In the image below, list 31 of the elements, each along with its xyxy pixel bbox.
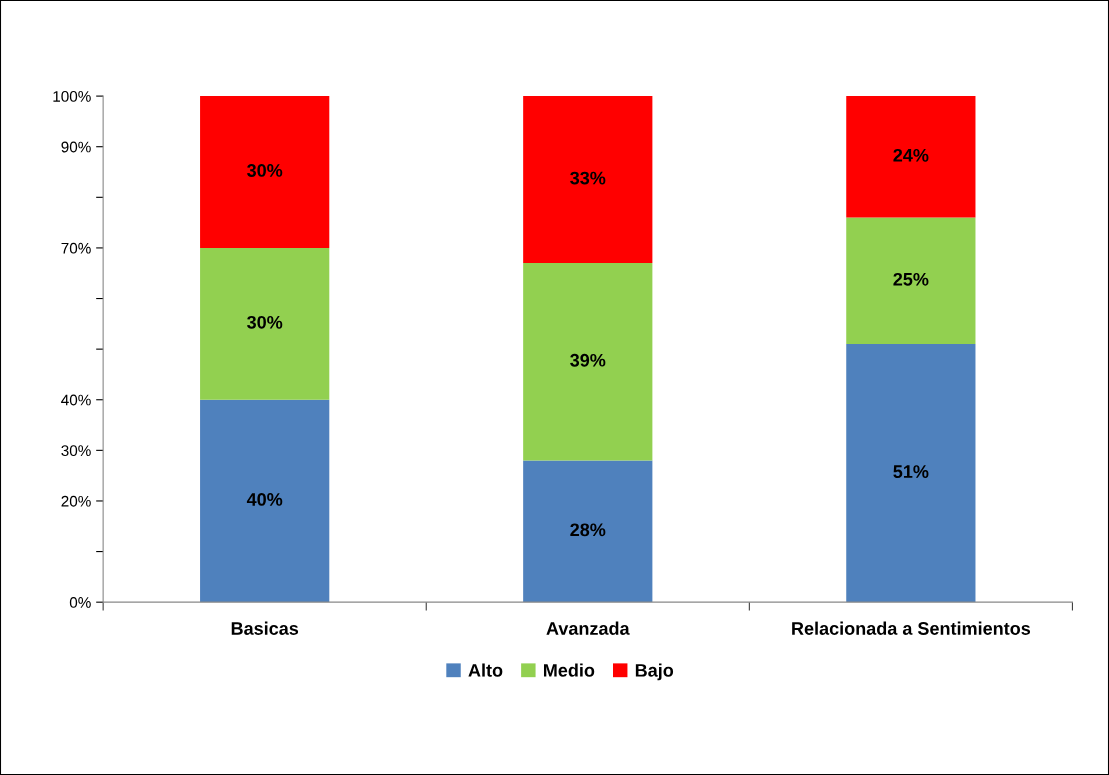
x-tick-label: Basicas: [231, 621, 299, 635]
y-tick-label: 30%: [61, 445, 91, 457]
bar: [523, 263, 653, 461]
legend-label: Alto: [468, 663, 503, 677]
text: 40%: [246, 493, 283, 506]
legend-label: Medio: [544, 663, 595, 677]
bar: [200, 399, 330, 603]
text: 24%: [893, 148, 929, 162]
bar: [523, 96, 653, 264]
text: 25%: [893, 272, 929, 286]
y-tick-label: 0%: [69, 597, 91, 608]
bar: [846, 217, 976, 345]
text: 51%: [893, 465, 929, 478]
text: 33%: [570, 171, 606, 185]
y-tick-label: 90%: [61, 141, 91, 153]
bar: [523, 460, 653, 603]
legend-label: Bajo: [635, 663, 674, 681]
text: 30%: [247, 164, 283, 177]
y-tick-label: 20%: [61, 495, 91, 507]
text: 28%: [570, 523, 606, 537]
y-tick-label: 100%: [53, 90, 91, 102]
text: 30%: [247, 315, 283, 329]
bar: [846, 96, 976, 218]
y-tick-label: 70%: [61, 242, 91, 254]
bar: [846, 344, 976, 603]
text: 39%: [570, 353, 606, 367]
x-tick-label: Avanzada: [546, 621, 630, 635]
bar: [200, 96, 330, 248]
y-tick-label: 40%: [61, 394, 91, 406]
x-tick-label: Relacionada a Sentimientos: [792, 621, 1031, 635]
bar: [200, 247, 330, 400]
